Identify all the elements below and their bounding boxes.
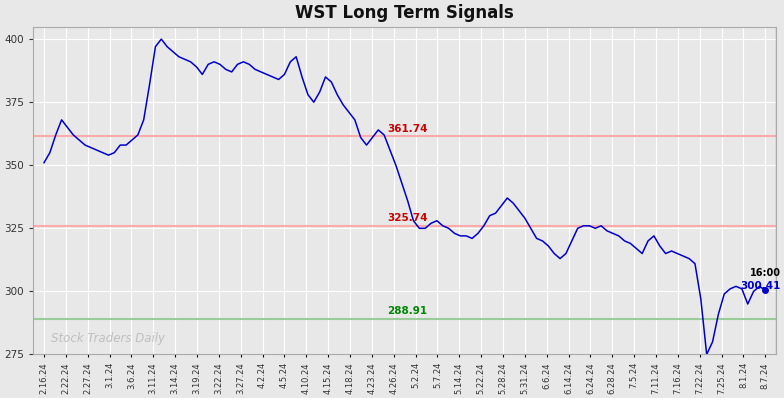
Title: WST Long Term Signals: WST Long Term Signals — [296, 4, 514, 22]
Text: Stock Traders Daily: Stock Traders Daily — [50, 332, 165, 345]
Text: 288.91: 288.91 — [387, 306, 427, 316]
Text: 300.41: 300.41 — [740, 281, 781, 291]
Text: 325.74: 325.74 — [387, 213, 428, 223]
Text: 16:00: 16:00 — [750, 268, 781, 278]
Text: 361.74: 361.74 — [387, 125, 428, 135]
